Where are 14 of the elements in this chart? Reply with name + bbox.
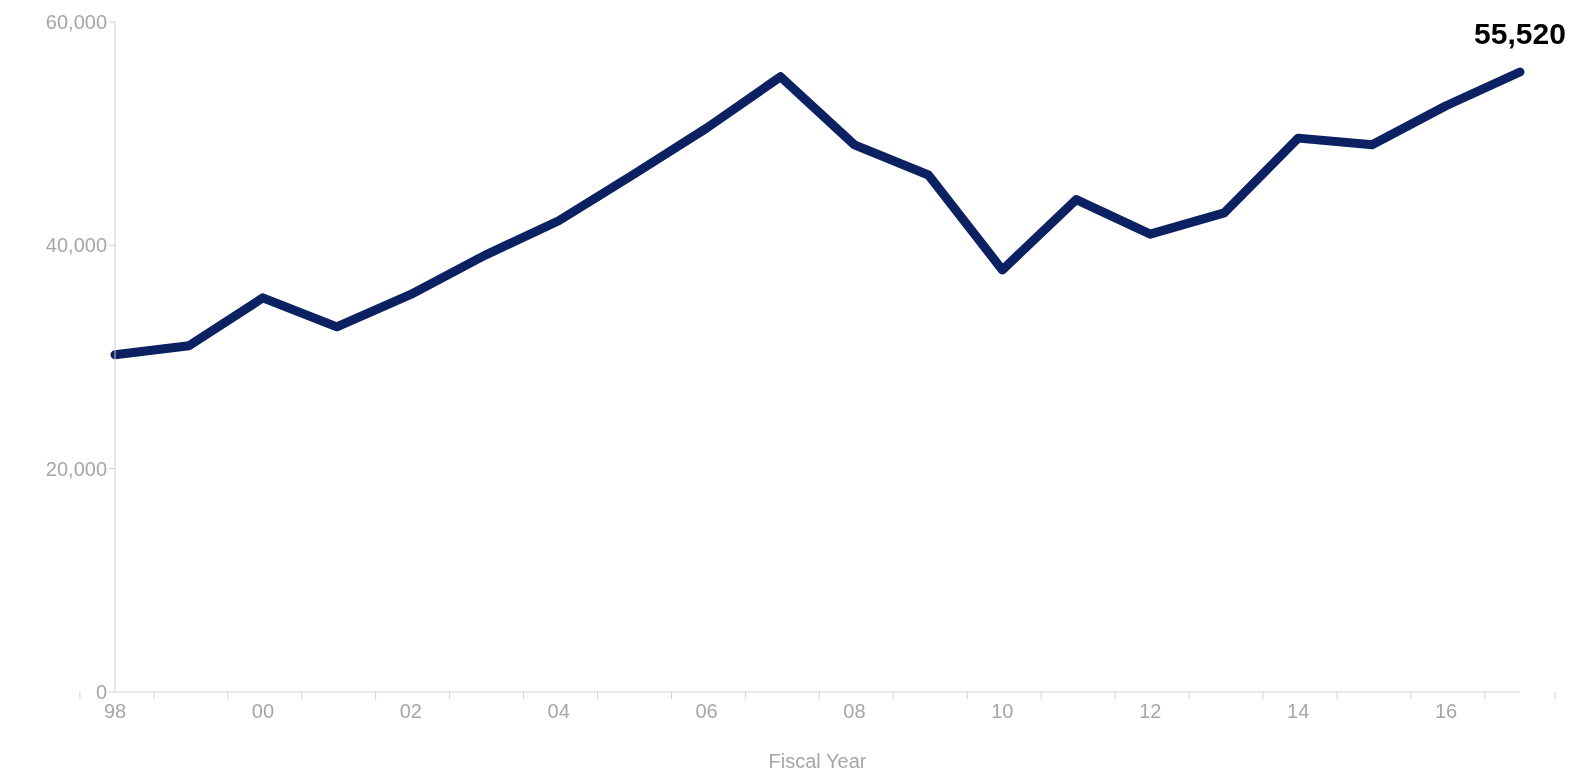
- x-tick-label: 14: [1287, 700, 1310, 722]
- data-label: 55,520: [1474, 17, 1566, 51]
- x-tick-label: 10: [991, 700, 1014, 722]
- x-tick-label: 12: [1139, 700, 1162, 722]
- y-tick-label: 20,000: [45, 457, 107, 480]
- x-tick-label: 06: [695, 700, 718, 722]
- x-tick-label: 16: [1434, 700, 1458, 722]
- y-tick-label: 40,000: [45, 234, 107, 257]
- y-tick-label: 60,000: [45, 11, 107, 34]
- x-tick-label: 00: [251, 700, 275, 722]
- x-axis-title: Fiscal Year: [768, 750, 867, 772]
- x-tick-label: 04: [547, 700, 570, 722]
- x-tick-label: 08: [843, 700, 866, 722]
- x-tick-label: 02: [399, 700, 422, 722]
